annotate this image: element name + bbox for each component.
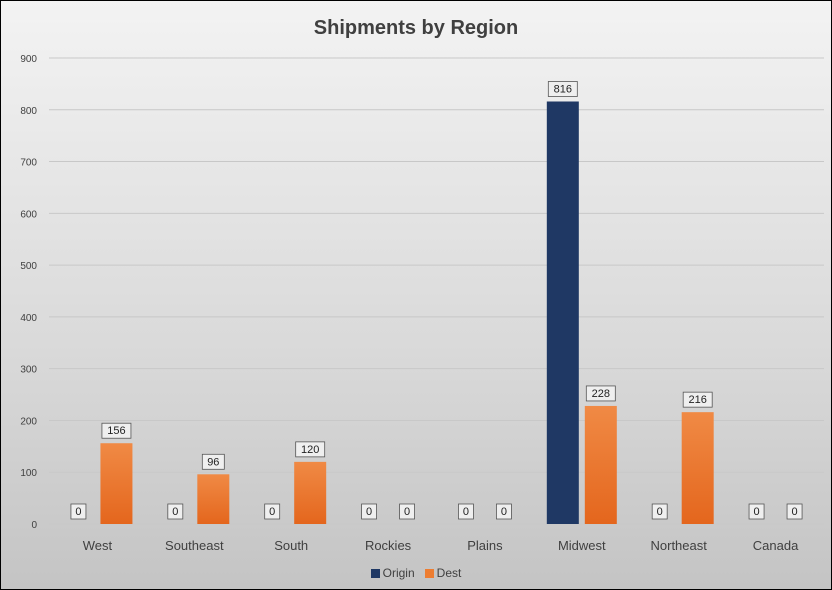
data-label-box — [201, 453, 225, 470]
data-label-box — [70, 503, 87, 520]
data-label: 156 — [107, 425, 125, 437]
legend-label-dest: Dest — [436, 566, 462, 580]
data-label: 0 — [269, 506, 275, 518]
chart-title: Shipments by Region — [313, 17, 519, 39]
y-tick-label: 800 — [20, 106, 37, 117]
y-tick-label: 300 — [20, 365, 37, 376]
data-label: 0 — [501, 506, 507, 518]
data-label-box — [167, 503, 184, 520]
data-label: 0 — [75, 506, 81, 518]
y-tick-label: 200 — [20, 416, 37, 427]
data-label: 96 — [207, 456, 219, 468]
data-label-box — [399, 503, 415, 520]
x-category-label: Plains — [467, 538, 503, 553]
legend: Origin Dest — [1, 566, 831, 580]
data-label-box — [748, 503, 765, 520]
bar-dest-southeast — [197, 474, 230, 524]
data-label-box — [264, 503, 281, 520]
data-label: 120 — [301, 444, 319, 456]
data-label-box — [547, 81, 578, 97]
data-label-box — [295, 441, 326, 458]
x-category-label: South — [274, 538, 308, 553]
x-category-label: Rockies — [365, 538, 412, 553]
data-label-box — [458, 503, 474, 520]
data-label-box — [651, 503, 668, 520]
data-label: 0 — [792, 506, 798, 518]
data-label-box — [585, 385, 616, 402]
data-label: 0 — [172, 506, 178, 518]
bar-dest-west — [100, 443, 133, 524]
data-label: 216 — [689, 394, 707, 406]
bar-origin-midwest — [546, 101, 579, 524]
x-category-label: Northeast — [651, 538, 708, 553]
y-tick-label: 900 — [20, 54, 37, 65]
bar-dest-northeast — [681, 412, 714, 524]
legend-item-origin: Origin — [370, 566, 415, 580]
data-label: 816 — [554, 83, 572, 95]
y-tick-label: 400 — [20, 313, 37, 324]
data-label: 0 — [657, 506, 663, 518]
x-category-label: West — [83, 538, 113, 553]
y-tick-label: 500 — [20, 261, 37, 272]
data-label: 0 — [404, 506, 410, 518]
data-label-box — [496, 503, 512, 520]
x-category-label: Midwest — [558, 538, 606, 553]
data-label-box — [101, 422, 132, 439]
y-tick-label: 600 — [20, 209, 37, 220]
y-tick-label: 100 — [20, 468, 37, 479]
y-tick-label: 700 — [20, 158, 37, 169]
data-label: 0 — [366, 506, 372, 518]
legend-swatch-origin — [370, 568, 380, 578]
legend-label-origin: Origin — [382, 566, 415, 580]
data-label-box — [682, 391, 713, 408]
data-label-box — [786, 503, 803, 520]
x-category-label: Southeast — [165, 538, 224, 553]
bar-dest-midwest — [584, 405, 617, 524]
x-category-label: Canada — [753, 538, 799, 553]
data-label: 0 — [754, 506, 760, 518]
data-label-box — [361, 503, 377, 520]
legend-item-dest: Dest — [424, 566, 462, 580]
bar-dest-south — [294, 461, 327, 524]
y-tick-label: 0 — [31, 520, 37, 531]
legend-swatch-dest — [424, 568, 434, 578]
data-label: 0 — [463, 506, 469, 518]
data-label: 228 — [592, 388, 610, 400]
